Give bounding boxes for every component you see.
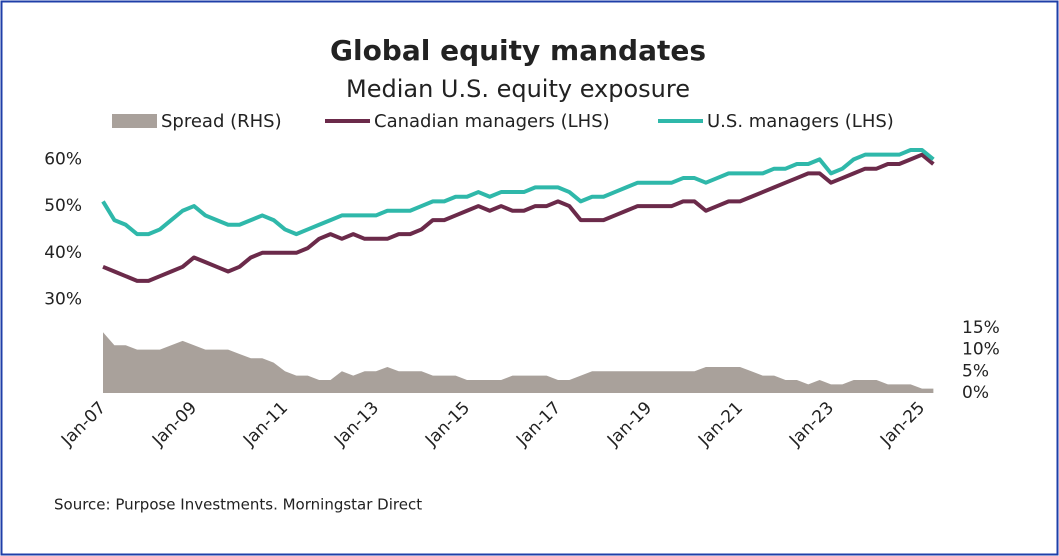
legend-label: U.S. managers (LHS) bbox=[707, 111, 894, 132]
y2-tick-label: 0% bbox=[962, 383, 989, 403]
series-line bbox=[102, 152, 935, 283]
series-line bbox=[101, 148, 935, 237]
y-tick-label: 50% bbox=[44, 196, 82, 216]
legend-swatch bbox=[112, 114, 157, 128]
legend-label: Spread (RHS) bbox=[161, 111, 282, 132]
y-tick-label: 40% bbox=[44, 243, 82, 263]
y2-tick-label: 15% bbox=[962, 318, 1000, 338]
y2-tick-label: 10% bbox=[962, 340, 1000, 360]
y-tick-label: 60% bbox=[44, 149, 82, 169]
chart-title: Global equity mandates bbox=[330, 34, 706, 67]
chart-subtitle: Median U.S. equity exposure bbox=[346, 75, 690, 103]
y2-tick-label: 5% bbox=[962, 361, 989, 381]
y-tick-label: 30% bbox=[44, 290, 82, 310]
legend-label: Canadian managers (LHS) bbox=[374, 111, 610, 132]
source: Source: Purpose Investments. Morningstar… bbox=[54, 496, 422, 514]
spread-area bbox=[103, 332, 934, 393]
